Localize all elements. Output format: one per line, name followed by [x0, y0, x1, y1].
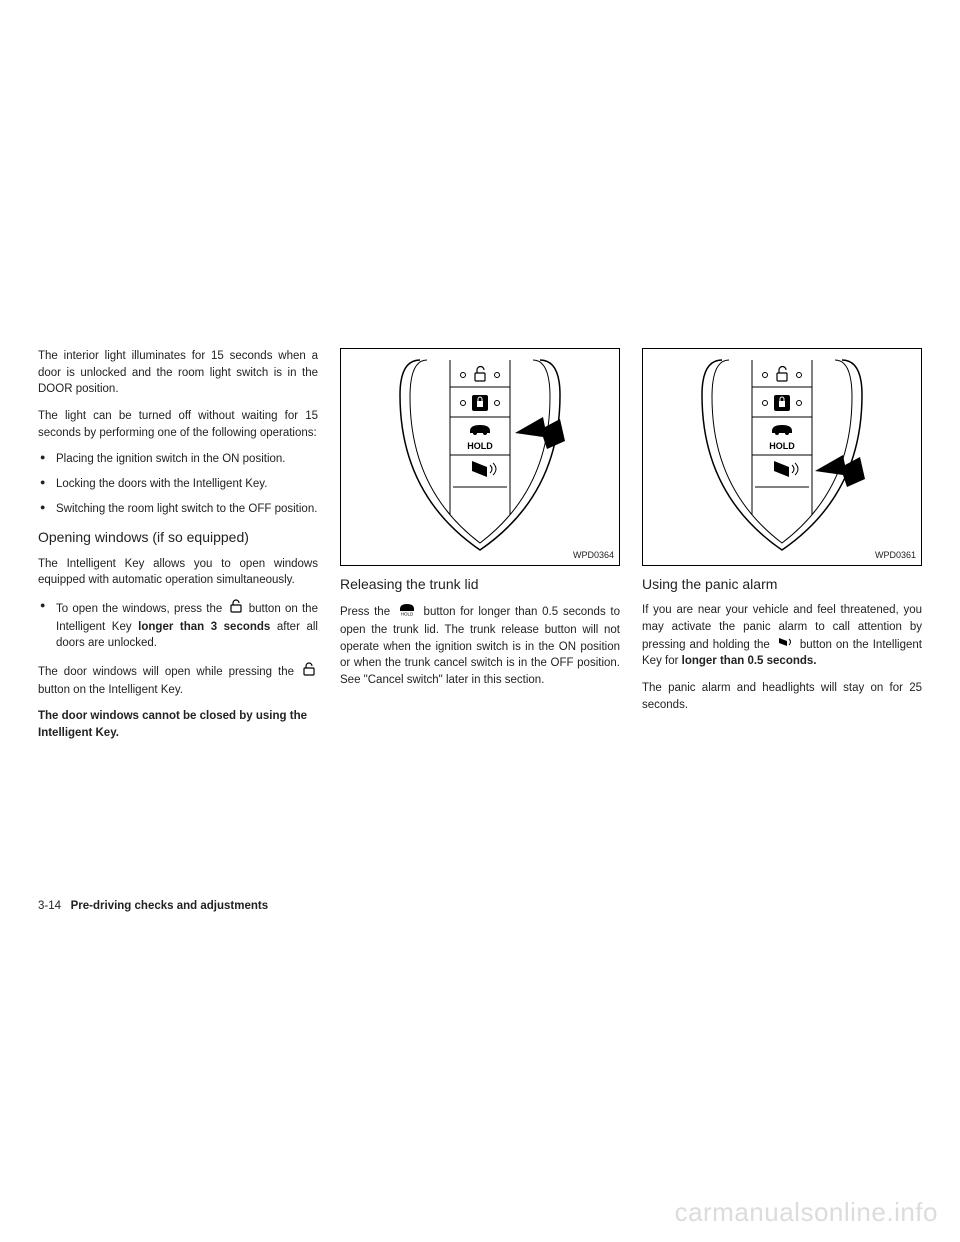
list-item: To open the windows, press the button on… [38, 599, 318, 652]
bullet-list: To open the windows, press the button on… [38, 599, 318, 652]
list-item: Switching the room light switch to the O… [38, 501, 318, 518]
horn-icon [777, 636, 793, 654]
figure-panic-key: HOLD WPD0361 [642, 348, 922, 566]
figure-caption: WPD0361 [875, 549, 916, 562]
bullet-list: Placing the ignition switch in the ON po… [38, 451, 318, 517]
para: Press the HOLD button for longer than 0.… [340, 602, 620, 688]
watermark: carmanualsonline.info [675, 1197, 938, 1228]
svg-text:HOLD: HOLD [401, 612, 414, 617]
page-number: 3-14 [38, 900, 61, 912]
text: To open the windows, press the [56, 603, 222, 615]
hold-label: HOLD [467, 441, 493, 451]
subheading-opening-windows: Opening windows (if so equipped) [38, 527, 318, 547]
para-bold: The door windows cannot be closed by usi… [38, 708, 318, 741]
page-content: The interior light illuminates for 15 se… [38, 348, 922, 752]
key-fob-icon: HOLD [365, 355, 595, 555]
list-item: Placing the ignition switch in the ON po… [38, 451, 318, 468]
hold-label: HOLD [769, 441, 795, 451]
section-title: Pre-driving checks and adjustments [71, 900, 268, 912]
figure-caption: WPD0364 [573, 549, 614, 562]
unlock-icon [230, 599, 242, 619]
para: The interior light illuminates for 15 se… [38, 348, 318, 398]
para: The light can be turned off without wait… [38, 408, 318, 441]
subheading-panic-alarm: Using the panic alarm [642, 574, 922, 594]
subheading-releasing-trunk: Releasing the trunk lid [340, 574, 620, 594]
text: button on the Intelligent Key. [38, 684, 183, 696]
text-bold: longer than 0.5 seconds. [682, 655, 817, 667]
para: The Intelligent Key allows you to open w… [38, 556, 318, 589]
column-2: HOLD WPD0364 Releasing the trunk lid Pre… [340, 348, 620, 752]
list-item: Locking the doors with the Intelligent K… [38, 476, 318, 493]
column-3: HOLD WPD0361 Using the panic alarm If yo… [642, 348, 922, 752]
key-fob-icon: HOLD [667, 355, 897, 555]
column-1: The interior light illuminates for 15 se… [38, 348, 318, 752]
figure-trunk-key: HOLD WPD0364 [340, 348, 620, 566]
para: The panic alarm and headlights will stay… [642, 680, 922, 713]
text: Press the [340, 606, 390, 618]
para: If you are near your vehicle and feel th… [642, 602, 922, 670]
page-footer: 3-14 Pre-driving checks and adjustments [38, 900, 268, 912]
trunk-hold-icon: HOLD [398, 602, 416, 622]
text: The door windows will open while pressin… [38, 666, 294, 678]
text-bold: longer than 3 seconds [138, 621, 270, 633]
unlock-icon [303, 662, 315, 682]
para: The door windows will open while pressin… [38, 662, 318, 698]
